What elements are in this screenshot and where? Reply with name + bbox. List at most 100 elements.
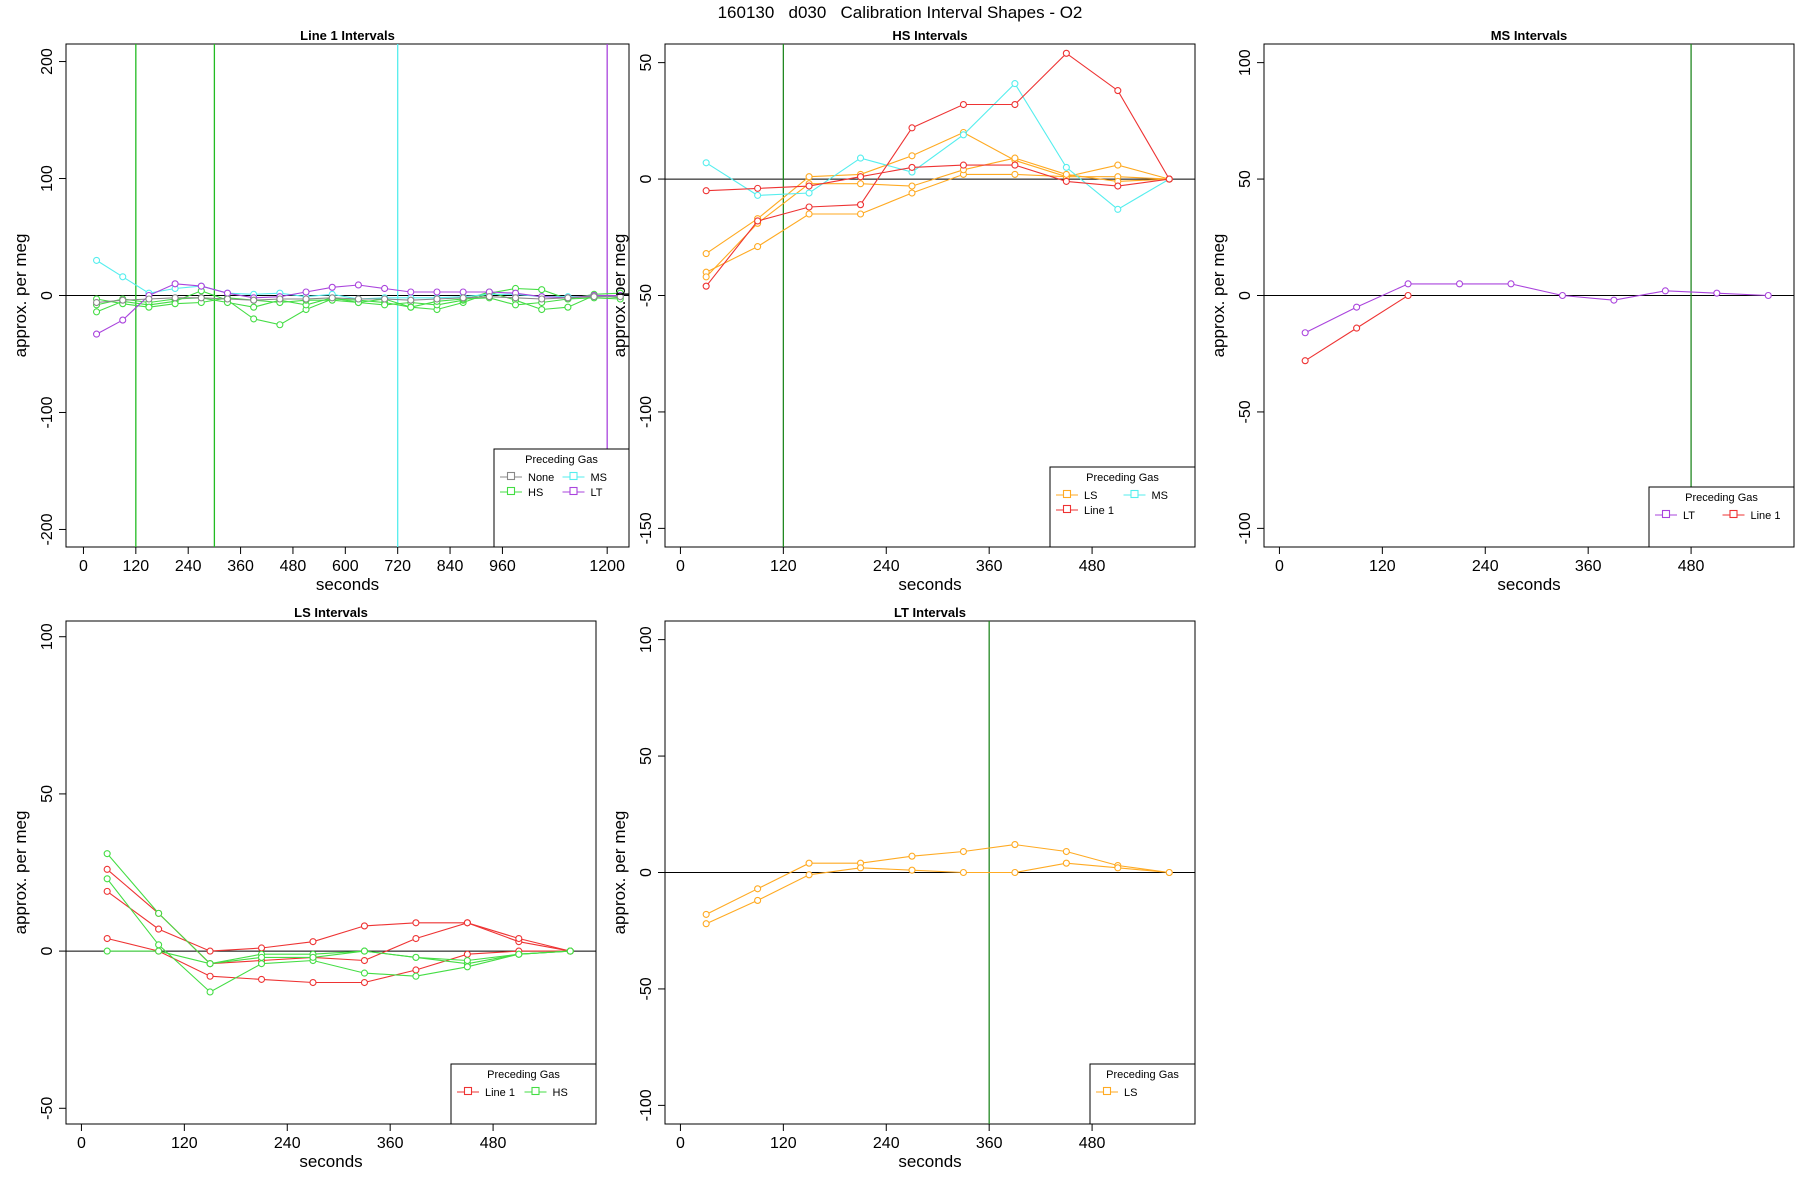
x-tick-label: 960: [489, 558, 516, 575]
data-point: [171, 300, 179, 308]
data-point: [538, 286, 546, 294]
x-tick-label: 240: [873, 558, 900, 575]
legend-entry: HS: [524, 1086, 568, 1099]
series-2: [103, 887, 574, 955]
x-tick-label: 360: [377, 1135, 404, 1152]
data-point: [155, 925, 163, 933]
y-tick-label: 50: [39, 785, 56, 803]
y-tick-label: 0: [638, 175, 655, 184]
x-tick-label: 240: [274, 1135, 301, 1152]
data-point: [433, 288, 441, 296]
legend: Preceding Gas Line 1 HS: [450, 1063, 597, 1125]
plot-frame: [65, 620, 597, 1125]
data-point: [412, 966, 420, 974]
y-axis-label: approx. per meg: [610, 811, 629, 935]
chart-panel-5: LT Intervals 0 120 240 360 480 -100 -50 0 50 100 se…: [610, 605, 1196, 1171]
data-point: [959, 847, 967, 856]
data-point: [407, 296, 415, 304]
data-point: [223, 295, 232, 303]
y-tick-label: 0: [638, 868, 655, 877]
legend-entry: Line 1: [1056, 504, 1114, 517]
legend-title: Preceding Gas: [1106, 1069, 1179, 1081]
data-point: [1011, 80, 1019, 88]
legend-title: Preceding Gas: [487, 1069, 560, 1081]
data-point: [1062, 163, 1070, 171]
data-point: [328, 283, 336, 291]
data-point: [328, 294, 336, 302]
y-tick-label: -100: [638, 1089, 655, 1121]
data-point: [250, 303, 258, 311]
data-point: [1661, 287, 1669, 295]
x-tick-label: 480: [1079, 1135, 1106, 1152]
data-point: [381, 295, 389, 303]
data-point: [1455, 280, 1464, 288]
series-line: [705, 52, 1170, 287]
y-tick-label: -100: [39, 396, 56, 428]
y-tick-label: -50: [1237, 400, 1254, 423]
x-tick-label: 360: [227, 558, 254, 575]
data-point: [805, 173, 813, 181]
legend: Preceding Gas LT Line 1: [1648, 486, 1795, 548]
data-point: [1114, 161, 1122, 169]
data-point: [702, 250, 710, 258]
data-point: [908, 189, 916, 197]
data-point: [407, 303, 415, 311]
data-point: [206, 972, 214, 980]
plot-area: [1264, 44, 1794, 547]
plot-area: [665, 44, 1195, 547]
legend-label: Line 1: [485, 1087, 515, 1099]
data-point: [119, 273, 127, 281]
y-tick-label: 100: [39, 623, 56, 650]
data-point: [354, 281, 362, 289]
data-point: [1011, 161, 1019, 169]
legend-entry: LS: [1056, 489, 1097, 502]
data-point: [590, 293, 598, 301]
data-point: [276, 295, 284, 303]
series-5: [702, 49, 1173, 290]
chart-panel-3: MS Intervals 0 120 240 360 480 -100 -50 0 50 100 se…: [1209, 28, 1795, 594]
y-tick-label: -50: [39, 1097, 56, 1120]
x-tick-label: 840: [437, 558, 464, 575]
y-tick-label: -50: [638, 284, 655, 307]
x-tick-label: 360: [1575, 558, 1602, 575]
data-point: [197, 294, 205, 302]
x-axis-label: seconds: [1497, 575, 1560, 594]
data-point: [93, 308, 101, 316]
data-point: [754, 885, 762, 893]
data-point: [302, 288, 310, 296]
data-point: [754, 243, 762, 251]
data-point: [381, 284, 389, 293]
x-tick-label: 240: [175, 558, 202, 575]
x-tick-label: 120: [770, 1135, 797, 1152]
legend-title: Preceding Gas: [1086, 472, 1159, 484]
x-axis-label: seconds: [316, 575, 379, 594]
y-tick-label: 100: [39, 165, 56, 192]
data-point: [1011, 841, 1019, 849]
data-point: [463, 919, 471, 927]
series-2: [702, 170, 1173, 276]
data-point: [702, 273, 710, 281]
data-point: [103, 875, 111, 883]
y-tick-label: 0: [39, 291, 56, 300]
legend-entry: Line 1: [1722, 509, 1780, 522]
x-tick-label: 0: [77, 1135, 86, 1152]
legend-entry: MS: [562, 471, 607, 484]
legend-entry: None: [500, 471, 554, 484]
data-point: [515, 934, 523, 943]
x-tick-label: 360: [976, 1135, 1003, 1152]
data-point: [433, 295, 441, 303]
series-line: [1304, 283, 1769, 334]
x-tick-label: 600: [332, 558, 359, 575]
data-point: [1114, 205, 1122, 213]
data-point: [564, 303, 572, 311]
legend-label: LT: [591, 487, 603, 499]
series-line: [106, 890, 571, 952]
series-line: [706, 164, 1170, 192]
data-point: [1011, 170, 1019, 178]
chart-panel-4: LS Intervals 0 120 240 360 480 -50 0 50 100 second…: [11, 605, 597, 1171]
data-point: [360, 969, 368, 977]
data-point: [276, 321, 284, 329]
data-point: [412, 919, 420, 927]
x-axis-label: seconds: [299, 1152, 362, 1171]
data-point: [1404, 291, 1412, 300]
